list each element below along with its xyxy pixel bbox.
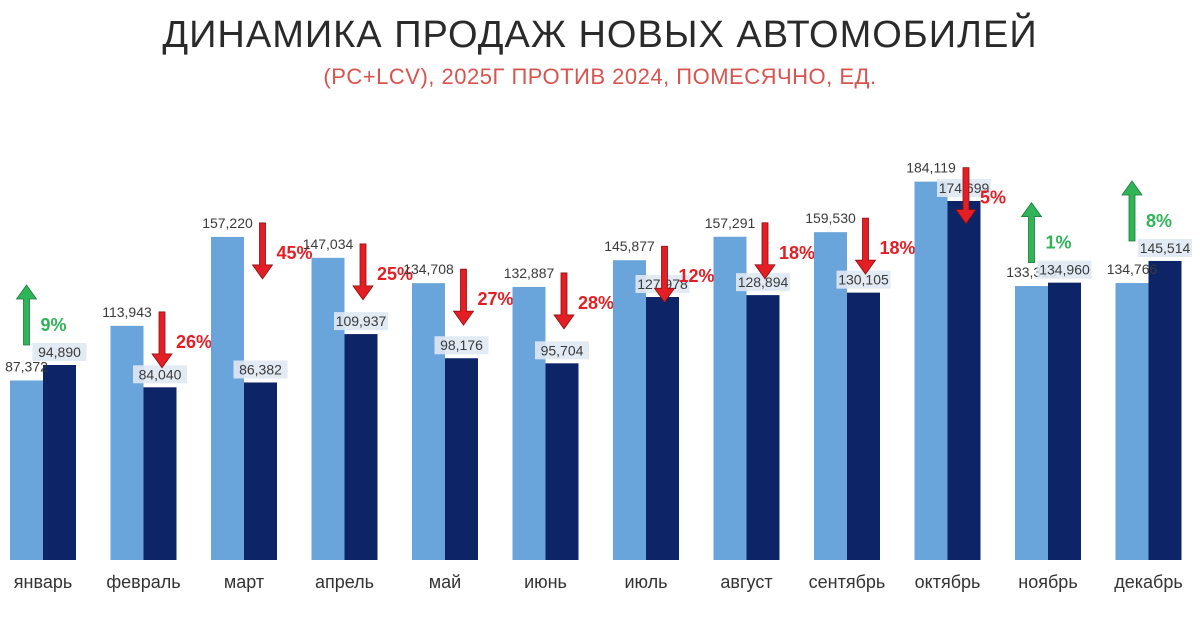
change-percent: 1% xyxy=(1046,233,1072,253)
change-percent: 8% xyxy=(1146,211,1172,231)
chart-title: ДИНАМИКА ПРОДАЖ НОВЫХ АВТОМОБИЛЕЙ xyxy=(162,14,1038,56)
month-label: август xyxy=(720,572,772,592)
bar-2024-2 xyxy=(110,325,144,560)
change-percent: 28% xyxy=(578,293,614,313)
bar-2024-4 xyxy=(311,257,345,560)
change-percent: 18% xyxy=(779,243,815,263)
value-label-2025: 84,040 xyxy=(139,366,182,382)
value-label-2024: 87,372 xyxy=(5,358,48,374)
bar-2024-3 xyxy=(211,236,244,560)
up-arrow-icon xyxy=(15,284,38,346)
value-label-2024: 132,887 xyxy=(504,265,555,281)
month-label: март xyxy=(224,572,264,592)
down-arrow-icon xyxy=(553,272,575,330)
value-label-2024: 159,530 xyxy=(805,210,856,226)
value-label-2025: 134,960 xyxy=(1039,262,1090,278)
bar-2025-3 xyxy=(244,382,277,560)
change-percent: 27% xyxy=(478,289,514,309)
bar-2024-7 xyxy=(613,260,646,560)
down-arrow-icon xyxy=(151,311,173,369)
value-label-2025: 130,105 xyxy=(838,272,889,288)
change-percent: 18% xyxy=(880,238,916,258)
down-arrow-icon xyxy=(955,167,977,225)
value-label-2025: 98,176 xyxy=(440,337,483,353)
bar-2025-12 xyxy=(1148,260,1182,560)
bar-2025-6 xyxy=(545,363,579,560)
value-label-bg xyxy=(1037,260,1092,279)
bar-2025-4 xyxy=(344,334,378,560)
month-label: ноябрь xyxy=(1018,572,1077,592)
chart-subtitle: (PC+LCV), 2025Г ПРОТИВ 2024, ПОМЕСЯЧНО, … xyxy=(323,64,877,89)
value-label-2024: 184,119 xyxy=(906,160,956,176)
value-label-2024: 157,291 xyxy=(705,215,756,231)
change-percent: 25% xyxy=(377,264,413,284)
bar-2025-8 xyxy=(746,295,780,560)
change-percent: 12% xyxy=(679,266,715,286)
down-arrow-icon xyxy=(754,222,776,280)
value-label-2024: 157,220 xyxy=(202,215,253,231)
value-label-bg xyxy=(836,270,891,289)
bar-2024-1 xyxy=(10,380,43,560)
month-label: февраль xyxy=(106,572,180,592)
value-label-2025: 94,890 xyxy=(38,344,81,360)
month-label: октябрь xyxy=(915,572,981,592)
bar-2024-5 xyxy=(412,283,445,560)
value-label-bg xyxy=(736,273,790,292)
month-label: май xyxy=(429,572,461,592)
value-label-2024: 113,943 xyxy=(102,304,152,320)
bar-2024-6 xyxy=(512,286,546,560)
bar-2024-10 xyxy=(914,181,948,561)
bar-2025-5 xyxy=(445,358,478,560)
bar-2025-10 xyxy=(947,200,981,560)
month-label: сентябрь xyxy=(809,572,886,592)
bar-2024-11 xyxy=(1015,286,1048,560)
value-label-bg xyxy=(133,365,187,384)
down-arrow-icon xyxy=(352,243,374,301)
change-percent: 5% xyxy=(980,188,1006,208)
value-label-bg xyxy=(535,341,589,360)
value-label-2025: 128,894 xyxy=(738,274,789,290)
value-label-bg xyxy=(434,336,489,355)
down-arrow-icon xyxy=(653,245,676,303)
value-label-bg xyxy=(32,343,87,362)
bar-2024-12 xyxy=(1115,283,1149,560)
down-arrow-icon xyxy=(452,268,475,326)
month-label: декабрь xyxy=(1114,572,1183,592)
value-label-2025: 95,704 xyxy=(541,342,584,358)
value-label-2025: 145,514 xyxy=(1140,240,1191,256)
bar-2025-1 xyxy=(43,365,76,560)
value-label-2025: 86,382 xyxy=(239,361,282,377)
down-arrow-icon xyxy=(251,222,274,280)
up-arrow-icon xyxy=(1020,201,1043,264)
value-label-bg xyxy=(334,312,388,331)
month-label: апрель xyxy=(315,572,374,592)
month-label: январь xyxy=(14,572,72,592)
up-arrow-icon xyxy=(1121,180,1143,242)
change-percent: 9% xyxy=(41,315,67,335)
bar-2025-9 xyxy=(847,292,880,560)
bar-2025-7 xyxy=(646,297,679,560)
value-label-bg xyxy=(1138,238,1192,257)
bar-2025-11 xyxy=(1048,282,1081,560)
value-label-2024: 134,708 xyxy=(403,261,454,277)
value-label-2025: 109,937 xyxy=(336,313,387,329)
change-percent: 45% xyxy=(277,243,313,263)
down-arrow-icon xyxy=(854,217,877,275)
value-label-2024: 134,766 xyxy=(1107,261,1158,277)
change-percent: 26% xyxy=(176,332,212,352)
value-label-bg xyxy=(233,360,288,379)
value-label-2024: 147,034 xyxy=(303,236,354,252)
value-label-2024: 145,877 xyxy=(604,238,655,254)
bar-2025-2 xyxy=(143,387,177,560)
month-label: июль xyxy=(624,572,667,592)
month-label: июнь xyxy=(524,572,567,592)
